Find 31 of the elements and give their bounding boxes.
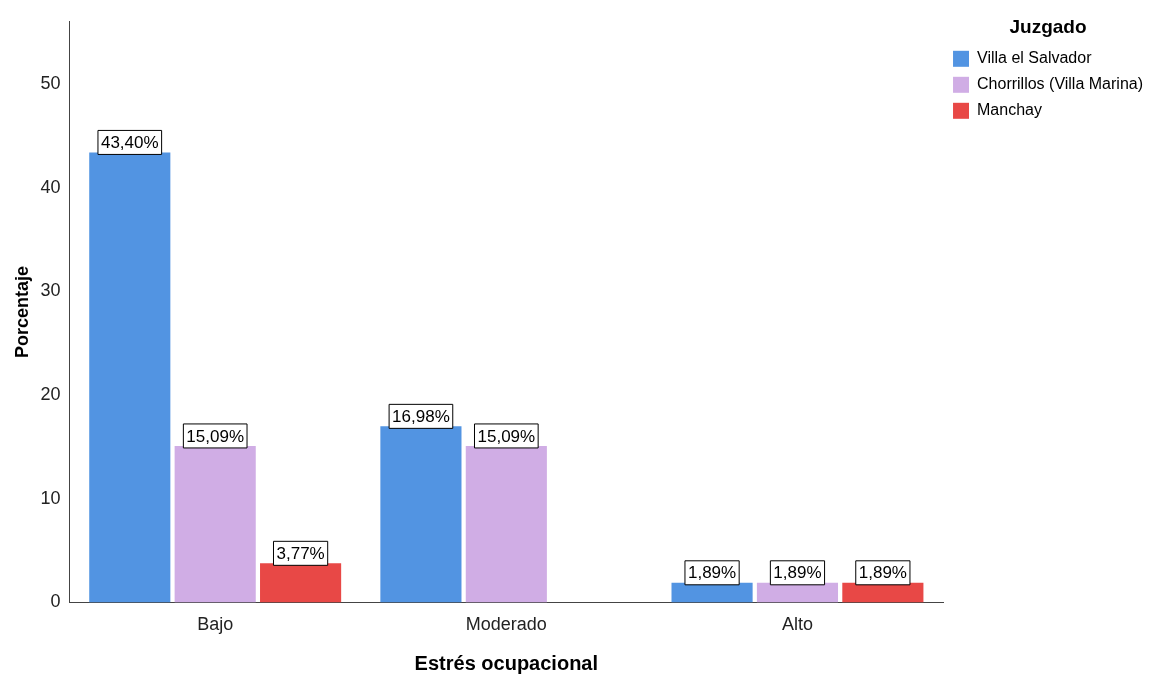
data-label: 1,89% (773, 563, 822, 583)
legend-label: Chorrillos (Villa Marina) (977, 75, 1143, 93)
data-label: 1,89% (858, 563, 907, 583)
x-axis-title: Estrés ocupacional (414, 651, 599, 674)
x-tick-label: Alto (781, 614, 813, 635)
data-label: 3,77% (276, 544, 325, 563)
bar (380, 426, 462, 603)
y-tick-label: 20 (40, 384, 61, 405)
x-tick-label: Bajo (197, 614, 234, 635)
data-label: 15,09% (477, 426, 536, 446)
bar (89, 152, 171, 603)
bar (174, 445, 256, 603)
bar (756, 582, 839, 603)
y-tick-label: 50 (40, 72, 61, 93)
bar (260, 563, 342, 603)
legend-label: Villa el Salvador (977, 49, 1093, 67)
data-label: 1,89% (687, 563, 737, 583)
bar (671, 582, 753, 603)
y-axis-title: Porcentaje (11, 266, 32, 359)
data-label: 15,09% (186, 426, 245, 446)
y-tick-label: 40 (40, 176, 61, 197)
data-label: 16,98% (392, 407, 450, 427)
y-tick-label: 10 (40, 487, 61, 508)
y-tick-label: 0 (50, 591, 61, 612)
y-tick-label: 30 (40, 280, 61, 301)
legend-label: Manchay (977, 101, 1042, 119)
bar (465, 445, 547, 603)
x-tick-label: Moderado (465, 614, 547, 635)
legend-title: Juzgado (1009, 15, 1087, 37)
data-label: 43,40% (100, 133, 159, 153)
bar (842, 582, 924, 603)
